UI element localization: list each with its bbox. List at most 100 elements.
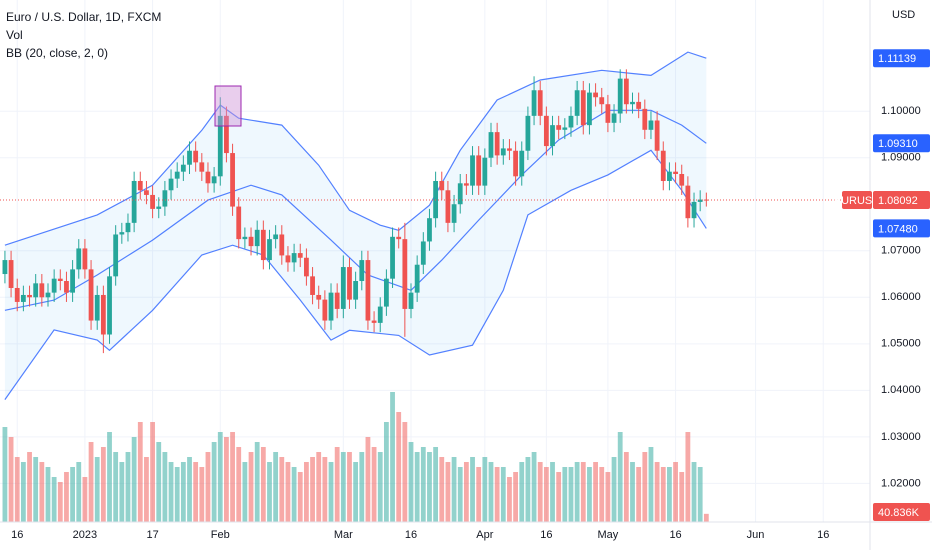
candle-body: [482, 157, 488, 186]
candle-body: [580, 90, 586, 126]
candle-body: [513, 150, 519, 177]
volume-bar: [402, 422, 408, 522]
volume-bar: [254, 442, 260, 522]
volume-bar: [513, 472, 519, 522]
candle-body: [353, 281, 359, 300]
volume-bar: [33, 457, 39, 522]
candle-body: [556, 125, 562, 130]
price-tag-label: 40.836K: [878, 507, 920, 519]
candle-body: [236, 206, 242, 240]
x-tick-label: 16: [817, 529, 829, 541]
volume-bar: [150, 422, 155, 522]
candle-body: [27, 294, 32, 298]
candle-body: [131, 180, 137, 223]
volume-bar: [64, 472, 69, 522]
candle-body: [587, 92, 592, 126]
candle-body: [470, 155, 475, 186]
price-tag: [873, 219, 930, 238]
symbol-tag: [842, 190, 872, 209]
volume-bar: [2, 427, 8, 522]
volume-bar: [433, 447, 439, 522]
volume-bar: [679, 472, 685, 522]
candle-body: [248, 236, 254, 247]
volume-bar: [427, 452, 432, 522]
volume-bar: [691, 462, 697, 522]
volume-bar: [451, 457, 457, 522]
x-tick-label: 2023: [73, 529, 97, 541]
y-tick-label: 1.10000: [881, 105, 921, 117]
candle-body: [550, 125, 555, 147]
volume-bar: [70, 467, 76, 522]
volume-bar: [334, 447, 340, 522]
x-tick-label: May: [598, 529, 619, 541]
candle-body: [660, 150, 666, 181]
candle-body: [537, 90, 543, 116]
candle-body: [316, 294, 322, 300]
volume-bar: [568, 467, 574, 522]
volume-legend: Vol: [6, 28, 23, 42]
candle-body: [334, 292, 340, 309]
candle-body: [630, 101, 635, 105]
candle-body: [162, 190, 168, 207]
volume-bar: [224, 437, 229, 522]
candle-body: [125, 222, 131, 233]
candle-body: [457, 183, 463, 205]
band-fill: [4, 52, 707, 400]
volume-bar: [322, 457, 328, 522]
candle-body: [150, 194, 155, 209]
volume-bar: [476, 467, 482, 522]
volume-bar: [76, 462, 82, 522]
candle-body: [543, 115, 549, 147]
volume-bar: [156, 442, 162, 522]
volume-bar: [587, 467, 592, 522]
volume-bar: [328, 462, 334, 522]
volume-bar: [45, 467, 51, 522]
volume-bar: [180, 462, 186, 522]
candle-body: [574, 90, 580, 116]
candle-body: [88, 269, 94, 321]
band-line: [4, 51, 707, 246]
candle-body: [211, 176, 217, 184]
candle-body: [20, 294, 26, 302]
volume-bar: [642, 452, 648, 522]
volume-bar: [543, 467, 549, 522]
candle-body: [488, 132, 494, 158]
candle-body: [230, 153, 235, 207]
candle-body: [107, 276, 112, 335]
y-tick-label: 1.02000: [881, 477, 921, 489]
volume-bar: [697, 467, 703, 522]
candle-body: [667, 171, 672, 181]
price-tag: [873, 503, 930, 521]
candle-body: [507, 148, 512, 151]
candle-body: [193, 150, 199, 163]
candle-body: [156, 206, 162, 209]
volume: [2, 392, 709, 522]
candle-body: [636, 101, 642, 109]
price-tag-label: 1.11139: [878, 53, 916, 65]
candle-body: [494, 132, 500, 156]
volume-bar: [162, 452, 168, 522]
volume-bar: [470, 457, 475, 522]
volume-bar: [51, 477, 57, 522]
candle-body: [340, 267, 346, 309]
volume-bar: [463, 462, 469, 522]
volume-bar: [660, 467, 666, 522]
price-tag: [873, 134, 930, 153]
volume-bar: [525, 457, 531, 522]
volume-bar: [187, 457, 192, 522]
candle-body: [224, 115, 229, 154]
volume-bar: [291, 467, 297, 522]
volume-bar: [383, 422, 389, 522]
volume-bar: [14, 457, 20, 522]
candle-body: [57, 278, 63, 282]
volume-bar: [217, 432, 223, 522]
x-tick-label: Feb: [211, 529, 230, 541]
candle-body: [267, 239, 272, 261]
volume-bar: [556, 472, 562, 522]
candle-body: [180, 164, 186, 172]
candle-body: [623, 78, 629, 105]
candle-body: [14, 287, 20, 302]
volume-bar: [623, 452, 629, 522]
chart-title: Euro / U.S. Dollar, 1D, FXCM: [6, 10, 161, 24]
